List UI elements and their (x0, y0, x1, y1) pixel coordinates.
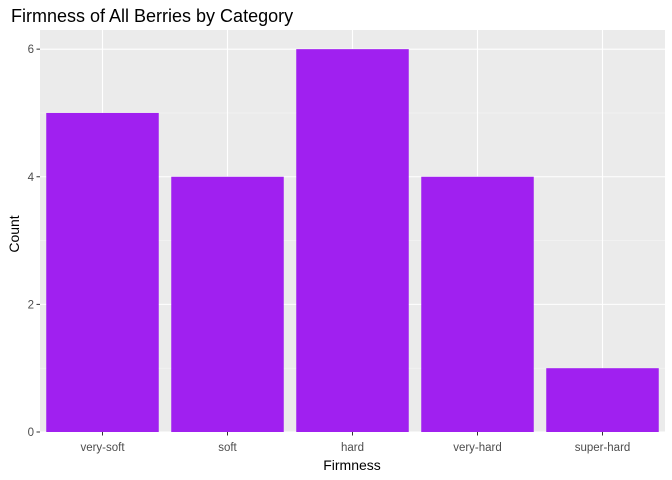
y-tick-label: 6 (28, 44, 34, 56)
x-axis-ticks: very-soft soft hard very-hard super-hard (80, 432, 630, 454)
chart-title: Firmness of All Berries by Category (11, 6, 293, 26)
y-axis-title: Count (6, 215, 22, 252)
x-tick-label: super-hard (575, 442, 631, 454)
x-tick-label: soft (218, 442, 237, 454)
x-tick-label: very-soft (80, 442, 125, 454)
bar-super-hard (546, 368, 659, 432)
bar-hard (296, 49, 409, 433)
bar-soft (171, 176, 284, 432)
y-tick-label: 0 (28, 427, 34, 439)
x-axis-title: Firmness (323, 457, 381, 473)
y-axis-ticks: 0 2 4 6 (28, 44, 40, 439)
bar-very-soft (46, 112, 159, 432)
x-tick-label: hard (341, 442, 364, 454)
x-tick-label: very-hard (453, 442, 502, 454)
bar-series (46, 49, 659, 433)
bar-very-hard (421, 176, 534, 432)
y-tick-label: 2 (28, 299, 34, 311)
y-tick-label: 4 (28, 172, 35, 184)
